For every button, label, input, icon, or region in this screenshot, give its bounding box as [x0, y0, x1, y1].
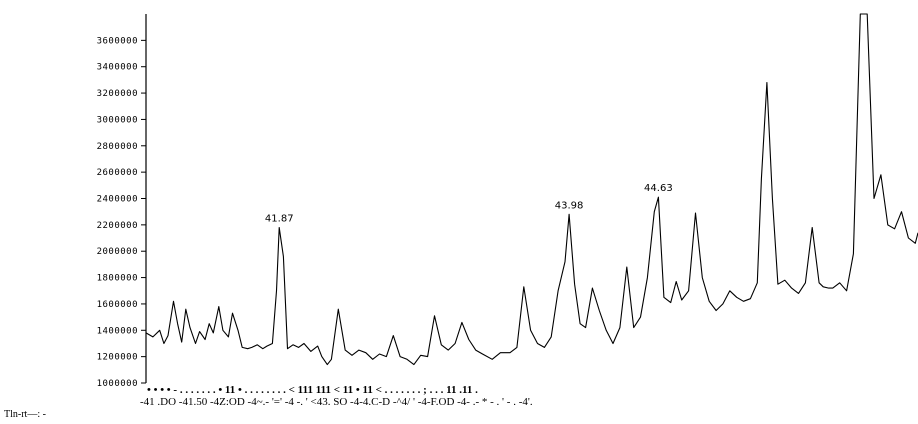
- x-tick-marker-row: • • • • - . . . . . . . • 11 • . . . . .…: [147, 384, 478, 396]
- peak-label: 41.87: [265, 213, 294, 224]
- x-axis-title: Tln-rt—: -: [4, 409, 46, 420]
- plot-area: [145, 13, 918, 366]
- y-axis: 1000000 1200000 1400000 1600000 1800000 20000…: [97, 14, 147, 389]
- y-tick-label: 2600000: [97, 168, 138, 178]
- x-tick-label-row: -41 .DO -41.50 -4Z:OD -4~.- '=' -4 -. ' …: [140, 396, 533, 408]
- y-tick-label: 3200000: [97, 89, 138, 99]
- peak-labels: 41.87 43.98 44.63: [265, 183, 673, 224]
- y-tick-label: 2200000: [97, 221, 138, 231]
- y-tick-label: 1400000: [97, 326, 138, 336]
- peak-label: 43.98: [555, 200, 584, 211]
- y-tick-label: 2800000: [97, 142, 138, 152]
- data-series-line: [145, 13, 918, 366]
- y-tick-label: 3400000: [97, 63, 138, 73]
- y-tick-label: 3600000: [97, 36, 138, 46]
- y-tick-label: 2000000: [97, 247, 138, 257]
- y-tick-label: 2400000: [97, 195, 138, 205]
- y-tick-label: 1600000: [97, 300, 138, 310]
- y-tick-label: 3000000: [97, 115, 138, 125]
- y-tick-label: 1200000: [97, 353, 138, 363]
- y-tick-label: 1000000: [97, 379, 138, 389]
- peak-label: 44.63: [644, 183, 673, 194]
- y-tick-label: 1800000: [97, 274, 138, 284]
